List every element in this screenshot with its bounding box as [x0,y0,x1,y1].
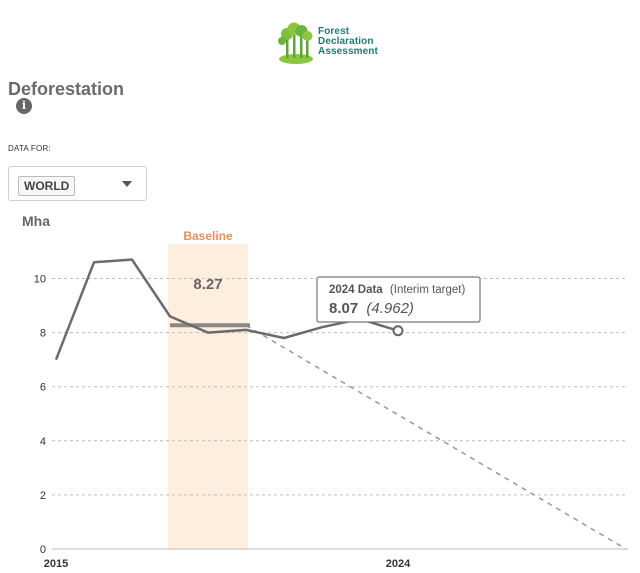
y-tick-label: 8 [40,328,46,340]
y-tick-label: 0 [40,544,46,556]
logo-line-1: Forest [318,26,350,37]
svg-text:2024 Data (Interim targe: 2024 Data (Interim target) [329,284,465,296]
tooltip-box [316,276,481,323]
baseline-band [168,244,248,549]
x-tick-label: 2015 [44,558,68,570]
tree-logo-icon [278,22,313,64]
region-select-value: WORLD [18,176,76,196]
data-for-label: DATA FOR: [8,144,51,153]
tooltip-target-value: (4.962) [366,300,414,317]
logo-text: Forest Declaration Assessment [318,27,378,57]
tooltip-note: (Interim target) [390,284,466,296]
baseline-label: Baseline [183,229,233,243]
deforestation-series-line [54,258,399,361]
info-icon[interactable]: i [16,98,32,114]
unit-label: Mha [22,213,50,229]
x-axis-ticks: 2015 2024 [44,558,411,570]
chevron-down-icon [122,181,132,187]
hover-point-marker[interactable] [392,325,404,337]
logo-line-2: Declaration [318,36,374,47]
svg-text:8.07 (4.962): 8.07 (4.962) [329,300,414,317]
forest-declaration-logo: Forest Declaration Assessment [276,22,386,66]
y-tick-label: 10 [34,274,46,286]
tooltip: 2024 Data (Interim target) 8.07 (4.962) [316,276,481,323]
data-points [55,259,399,360]
logo-line-3: Assessment [318,46,378,57]
tooltip-value: 8.07 [329,300,358,317]
page-title: Deforestation [8,79,125,99]
tooltip-year-label: 2024 Data [329,284,383,296]
y-tick-label: 6 [40,382,46,394]
grid-lines [52,278,628,550]
y-tick-label: 4 [40,436,46,448]
x-tick-label: 2024 [386,558,411,570]
y-axis-ticks: 0 2 4 6 8 10 [34,274,46,557]
target-trajectory-line [245,324,627,550]
baseline-value-label: 8.27 [193,276,222,293]
y-tick-label: 2 [40,490,46,502]
region-select[interactable]: WORLD [8,166,147,201]
